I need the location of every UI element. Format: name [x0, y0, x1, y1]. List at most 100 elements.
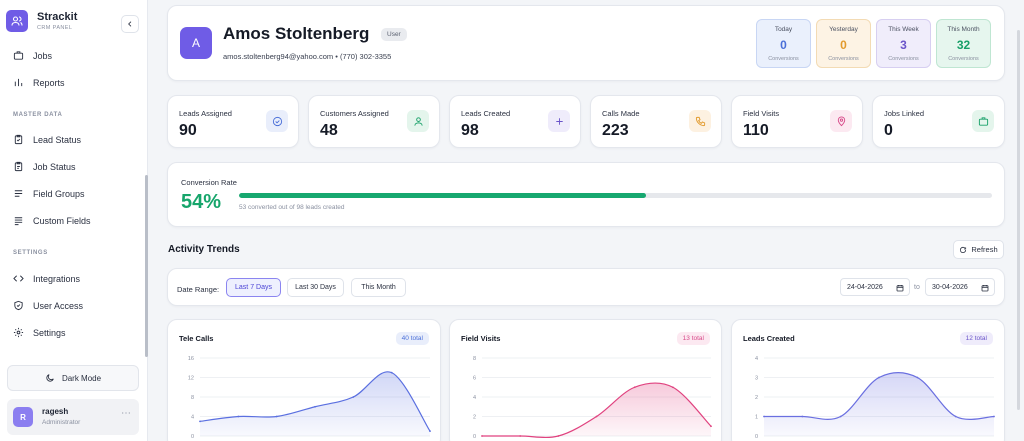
range-last-7-days-button[interactable]: Last 7 Days — [226, 278, 281, 297]
conversion-value: 3 — [900, 38, 907, 52]
dark-mode-button[interactable]: Dark Mode — [7, 365, 139, 391]
collapse-sidebar-button[interactable] — [121, 15, 139, 33]
refresh-icon — [960, 246, 967, 253]
brand-name: Strackit — [37, 11, 78, 23]
to-date-value: 30-04-2026 — [932, 283, 968, 291]
data-point — [352, 396, 355, 398]
map-pin-icon — [830, 110, 852, 132]
profile-name: Amos Stoltenberg — [223, 24, 370, 43]
date-range-bar: Date Range: Last 7 Days Last 30 Days Thi… — [167, 268, 1005, 306]
stat-card-leads-created: Leads Created 98 — [449, 95, 581, 148]
stat-label: Leads Assigned — [179, 109, 232, 118]
stat-value: 110 — [743, 122, 769, 139]
user-role: Administrator — [42, 419, 81, 426]
user-card[interactable]: R ragesh Administrator ⋯ — [7, 399, 139, 435]
stat-label: Leads Created — [461, 109, 511, 118]
sidebar-item-field-groups[interactable]: Field Groups — [13, 188, 85, 199]
data-point — [429, 430, 431, 433]
sidebar-item-integrations[interactable]: Integrations — [13, 273, 80, 284]
data-point — [390, 371, 393, 374]
series-area — [482, 382, 711, 438]
to-date-input[interactable]: 30-04-2026 — [925, 278, 995, 296]
y-tick-label: 3 — [755, 376, 758, 382]
stat-card-field-visits: Field Visits 110 — [731, 95, 863, 148]
data-point — [199, 420, 201, 423]
from-date-input[interactable]: 24-04-2026 — [840, 278, 910, 296]
conversion-value: 0 — [840, 38, 847, 52]
sidebar-item-job-status[interactable]: Job Status — [13, 161, 76, 172]
sidebar-item-label: Field Groups — [33, 188, 85, 199]
conversion-progress-fill — [239, 193, 646, 198]
sidebar: Strackit CRM PANEL Jobs Reports MASTER D… — [0, 0, 148, 441]
conversion-value: 0 — [780, 38, 787, 52]
text-lines-icon — [14, 217, 23, 226]
role-badge: User — [381, 28, 407, 41]
more-options-icon[interactable]: ⋯ — [121, 408, 131, 419]
sidebar-item-label: Jobs — [33, 50, 53, 61]
user-name: ragesh — [42, 407, 69, 416]
section-label-settings: SETTINGS — [13, 250, 48, 256]
plus-icon — [548, 110, 570, 132]
stat-value: 223 — [602, 122, 629, 139]
date-to-label: to — [914, 284, 920, 291]
stat-card-customers-assigned: Customers Assigned 48 — [308, 95, 440, 148]
main-scrollbar[interactable] — [1017, 30, 1020, 410]
stat-label: Customers Assigned — [320, 109, 389, 118]
chart-title: Leads Created — [743, 334, 795, 343]
clipboard-icon — [14, 161, 23, 172]
stat-label: Field Visits — [743, 109, 780, 118]
conversion-rate-title: Conversion Rate — [181, 178, 237, 187]
sidebar-item-label: Reports — [33, 77, 65, 88]
data-point — [839, 415, 842, 418]
conversion-rate-card: Conversion Rate 54% 53 converted out of … — [167, 162, 1005, 227]
dark-mode-label: Dark Mode — [61, 373, 102, 383]
area-chart: 16 12 8 4 0 — [188, 356, 431, 440]
clipboard-check-icon — [14, 134, 23, 145]
brand[interactable]: Strackit CRM PANEL — [6, 10, 77, 32]
data-point — [314, 405, 316, 408]
refresh-button[interactable]: Refresh — [953, 240, 1004, 259]
series-area — [764, 372, 994, 436]
chart-card-field-visits: 8 6 4 2 0 Field Visits 13 total — [449, 319, 722, 441]
sidebar-item-label: Settings — [33, 327, 66, 338]
conversion-sub: Conversions — [888, 56, 919, 62]
data-point — [993, 415, 995, 418]
area-chart: 8 6 4 2 0 — [473, 356, 712, 440]
y-tick-label: 1 — [755, 415, 758, 421]
sidebar-item-label: Lead Status — [33, 134, 82, 145]
sidebar-item-jobs[interactable]: Jobs — [13, 50, 52, 61]
data-point — [763, 415, 765, 418]
sidebar-item-label: User Access — [33, 300, 84, 311]
sidebar-item-reports[interactable]: Reports — [13, 77, 65, 88]
data-point — [519, 435, 522, 437]
conversion-sub: Conversions — [948, 56, 979, 62]
stat-label: Calls Made — [602, 109, 640, 118]
chart-card-tele-calls: 16 12 8 4 0 Tele Calls 40 total — [167, 319, 441, 441]
y-tick-label: 6 — [473, 376, 476, 382]
range-last-30-days-button[interactable]: Last 30 Days — [287, 278, 344, 297]
sidebar-item-lead-status[interactable]: Lead Status — [13, 134, 81, 145]
calendar-icon — [896, 285, 904, 292]
sidebar-item-label: Job Status — [33, 161, 76, 172]
data-point — [595, 415, 598, 418]
sidebar-item-settings[interactable]: Settings — [13, 327, 66, 338]
conversion-rate-percent: 54% — [181, 191, 222, 213]
conversion-label: This Month — [947, 26, 980, 33]
range-this-month-button[interactable]: This Month — [351, 278, 406, 297]
list-icon — [14, 190, 23, 197]
y-tick-label: 12 — [188, 376, 194, 382]
chart-total-badge: 13 total — [676, 332, 710, 345]
profile-contact: amos.stoltenberg94@yahoo.com • (770) 302… — [223, 52, 392, 61]
sidebar-item-user-access[interactable]: User Access — [13, 300, 83, 311]
y-tick-label: 4 — [755, 356, 758, 362]
avatar: R — [13, 407, 33, 427]
stat-value: 0 — [884, 122, 893, 139]
chevron-left-icon — [128, 21, 132, 27]
area-chart: 4 3 2 1 0 — [755, 356, 995, 440]
phone-icon — [689, 110, 711, 132]
y-tick-label: 8 — [191, 395, 194, 401]
moon-icon — [46, 374, 54, 382]
sidebar-item-custom-fields[interactable]: Custom Fields — [13, 215, 91, 226]
sidebar-scrollbar[interactable] — [145, 175, 148, 357]
section-label-master-data: MASTER DATA — [13, 112, 63, 118]
